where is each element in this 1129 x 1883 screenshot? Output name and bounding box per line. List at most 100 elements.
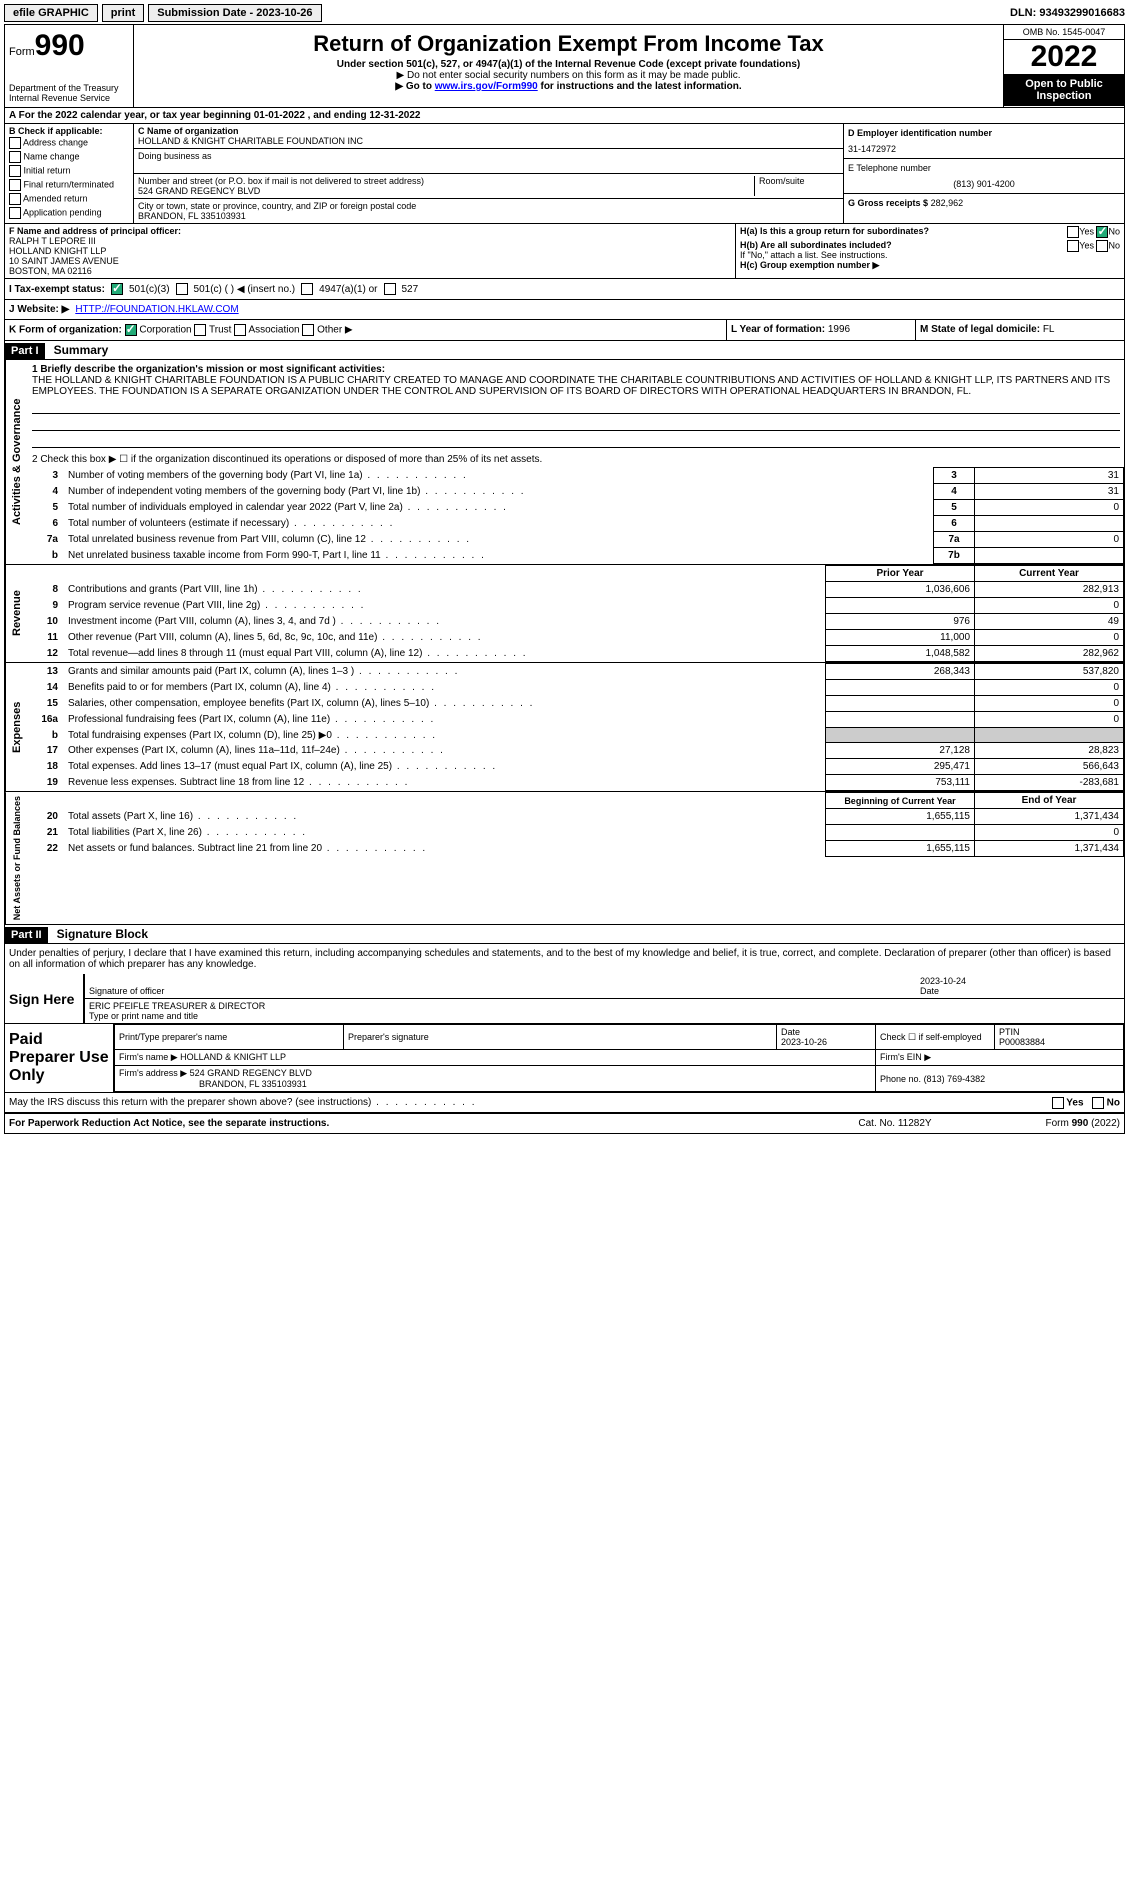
hb-label: H(b) Are all subordinates included? [740,240,892,250]
firm-phone: (813) 769-4382 [924,1074,986,1084]
form-ref: Form 990 (2022) [970,1118,1120,1129]
perjury-text: Under penalties of perjury, I declare th… [5,944,1124,974]
period-pre: A For the 2022 calendar year, or tax yea… [9,110,254,121]
cb-501c[interactable] [176,283,188,295]
f-officer-label: F Name and address of principal officer: [9,226,731,236]
firm-addr-label: Firm's address ▶ [119,1068,187,1078]
opt-501c: 501(c) ( ) ◀ (insert no.) [194,284,296,295]
efile-button[interactable]: efile GRAPHIC [4,4,98,22]
cb-501c3[interactable] [111,283,123,295]
checkbox-section-b: B Check if applicable: Address change Na… [5,124,134,223]
ha-label: H(a) Is this a group return for subordin… [740,226,929,236]
opt-corp: Corporation [139,325,191,336]
vlabel-revenue: Revenue [5,565,28,662]
revenue-table: Prior YearCurrent Year8Contributions and… [28,565,1124,662]
hb-note: If "No," attach a list. See instructions… [740,250,1120,260]
gross-value: 282,962 [931,198,964,208]
period-end: 12-31-2022 [369,110,420,121]
cb-discuss-no[interactable] [1092,1097,1104,1109]
g-gross-label: G Gross receipts $ [848,198,928,208]
officer-print-name: ERIC PFEIFLE TREASURER & DIRECTOR [89,1001,1120,1011]
mission-text: THE HOLLAND & KNIGHT CHARITABLE FOUNDATI… [32,375,1120,397]
firm-name: HOLLAND & KNIGHT LLP [180,1052,286,1062]
submission-date-button[interactable]: Submission Date - 2023-10-26 [148,4,321,22]
l-value: 1996 [828,324,850,335]
cb-application-pending[interactable]: Application pending [9,206,129,220]
form-footer: For Paperwork Reduction Act Notice, see … [5,1114,1124,1133]
hc-label: H(c) Group exemption number ▶ [740,260,1120,271]
tax-period-row: A For the 2022 calendar year, or tax yea… [5,108,1124,124]
cb-corp[interactable] [125,324,137,336]
cb-amended-return[interactable]: Amended return [9,192,129,206]
firm-phone-label: Phone no. [880,1074,921,1084]
website-link[interactable]: HTTP://FOUNDATION.HKLAW.COM [75,304,238,315]
officer-name: RALPH T LEPORE III [9,236,731,246]
officer-org: HOLLAND KNIGHT LLP [9,246,731,256]
city-value: BRANDON, FL 335103931 [138,211,839,221]
netassets-table: Beginning of Current YearEnd of Year20To… [28,792,1124,857]
vlabel-expenses: Expenses [5,663,28,791]
prep-name-label: Print/Type preparer's name [115,1025,344,1050]
top-toolbar: efile GRAPHIC print Submission Date - 20… [4,4,1125,22]
form-container: Form990 Department of the Treasury Inter… [4,24,1125,1134]
cb-initial-return[interactable]: Initial return [9,164,129,178]
expenses-table: 13Grants and similar amounts paid (Part … [28,663,1124,791]
period-begin: 01-01-2022 [254,110,305,121]
m-value: FL [1043,324,1055,335]
street-value: 524 GRAND REGENCY BLVD [138,186,750,196]
prep-sig-label: Preparer's signature [344,1025,777,1050]
part1-title: Summary [48,341,115,359]
cb-discuss-yes[interactable] [1052,1097,1064,1109]
type-print-label: Type or print name and title [89,1011,1120,1021]
paid-preparer-label: Paid Preparer Use Only [5,1024,113,1092]
form-title: Return of Organization Exempt From Incom… [138,31,999,57]
dept-label: Department of the Treasury [9,83,129,93]
form-header: Form990 Department of the Treasury Inter… [5,25,1124,108]
form-subtitle: Under section 501(c), 527, or 4947(a)(1)… [138,59,999,70]
i-label: I Tax-exempt status: [9,284,105,295]
prep-date-label: Date [781,1027,800,1037]
website-row: J Website: ▶ HTTP://FOUNDATION.HKLAW.COM [5,300,1124,320]
b-label: B Check if applicable: [9,126,129,136]
discuss-row: May the IRS discuss this return with the… [5,1093,1124,1114]
m-label: M State of legal domicile: [920,324,1040,335]
note2-pre: ▶ Go to [395,81,434,92]
note2-post: for instructions and the latest informat… [538,81,742,92]
governance-table: 3Number of voting members of the governi… [28,467,1124,564]
cb-address-change[interactable]: Address change [9,136,129,150]
date-label: Date [920,986,1120,996]
cb-name-change[interactable]: Name change [9,150,129,164]
c-name-label: C Name of organization [138,126,839,136]
yes-label: Yes [1066,1098,1083,1109]
print-button[interactable]: print [102,4,144,22]
prep-date: 2023-10-26 [781,1037,827,1047]
cb-4947[interactable] [301,283,313,295]
cb-other[interactable] [302,324,314,336]
officer-city: BOSTON, MA 02116 [9,266,731,276]
discuss-text: May the IRS discuss this return with the… [9,1097,477,1108]
irs-link[interactable]: www.irs.gov/Form990 [435,81,538,92]
officer-addr: 10 SAINT JAMES AVENUE [9,256,731,266]
city-label: City or town, state or province, country… [138,201,839,211]
period-mid: , and ending [308,110,370,121]
l-label: L Year of formation: [731,324,825,335]
org-name: HOLLAND & KNIGHT CHARITABLE FOUNDATION I… [138,136,839,146]
omb-number: OMB No. 1545-0047 [1004,25,1124,40]
entity-info-row: B Check if applicable: Address change Na… [5,124,1124,224]
k-org-row: K Form of organization: Corporation Trus… [5,320,1124,341]
line2-text: 2 Check this box ▶ ☐ if the organization… [28,452,1124,467]
k-label: K Form of organization: [9,325,122,336]
cb-527[interactable] [384,283,396,295]
opt-501c3: 501(c)(3) [129,284,170,295]
cb-trust[interactable] [194,324,206,336]
opt-4947: 4947(a)(1) or [319,284,377,295]
dba-label: Doing business as [138,151,839,161]
cb-assoc[interactable] [234,324,246,336]
opt-other: Other ▶ [317,325,352,336]
j-label: J Website: ▶ [9,304,69,315]
firm-ein-label: Firm's EIN ▶ [876,1050,1124,1066]
firm-addr2: BRANDON, FL 335103931 [199,1079,307,1089]
firm-name-label: Firm's name ▶ [119,1052,178,1062]
cb-final-return[interactable]: Final return/terminated [9,178,129,192]
d-ein-label: D Employer identification number [848,128,1120,138]
